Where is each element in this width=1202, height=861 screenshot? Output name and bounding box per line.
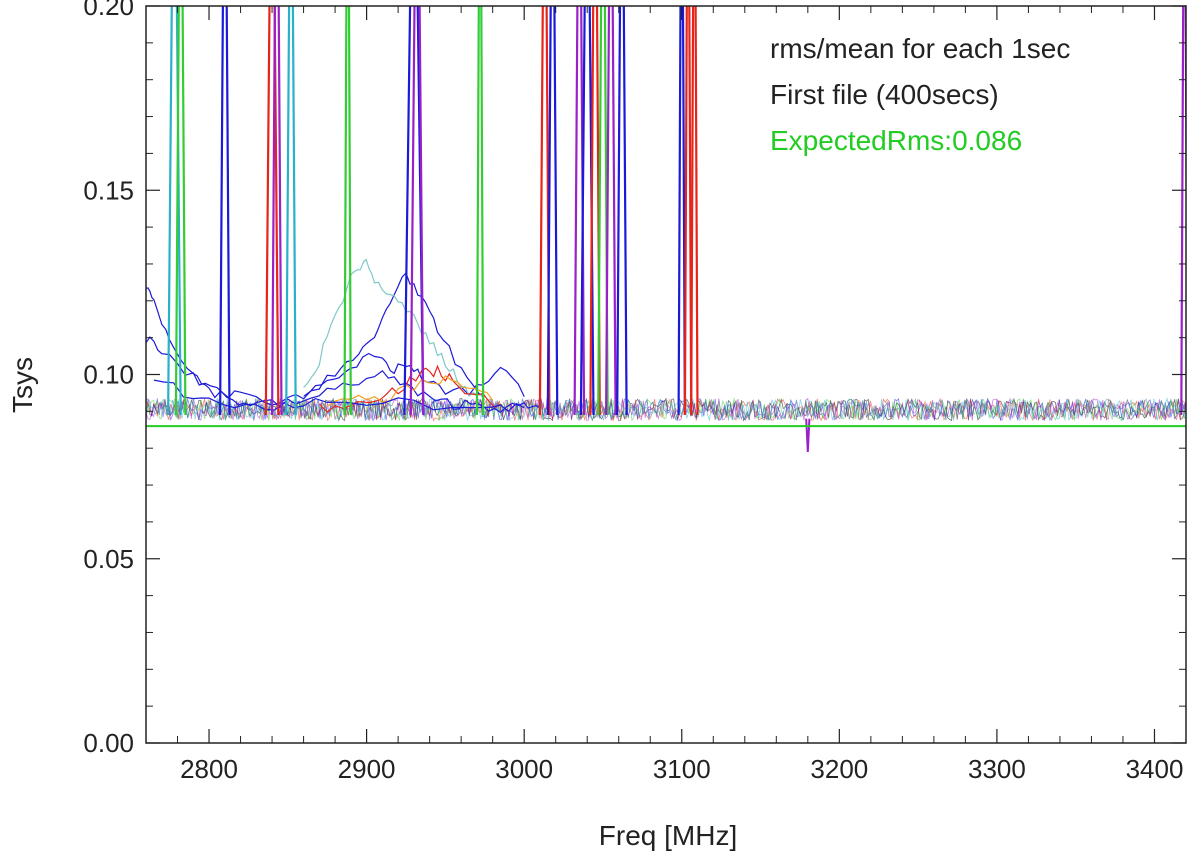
y-tick-label: 0.10 xyxy=(83,360,134,390)
rfi-spike-14 xyxy=(589,6,601,416)
series-line-2 xyxy=(303,271,486,398)
rfi-spike-1 xyxy=(174,6,187,416)
rfi-spike-0 xyxy=(167,6,182,416)
x-tick-label: 3200 xyxy=(810,754,868,784)
rfi-spike-17 xyxy=(616,6,628,416)
rfi-spike-21 xyxy=(1180,6,1186,416)
rfi-spike-11 xyxy=(546,6,559,416)
y-tick-label: 0.00 xyxy=(83,728,134,758)
plot-area xyxy=(146,6,1186,452)
plot-frame xyxy=(145,5,1187,744)
x-tick-label: 3300 xyxy=(968,754,1026,784)
x-tick-label: 3000 xyxy=(495,754,553,784)
rfi-spike-16 xyxy=(605,6,617,416)
rfi-spike-18 xyxy=(677,6,686,416)
x-axis-title: Freq [MHz] xyxy=(599,820,737,851)
legend: rms/mean for each 1sec First file (400se… xyxy=(770,33,1070,156)
x-tick-label: 3100 xyxy=(653,754,711,784)
rfi-spike-10 xyxy=(538,6,551,416)
x-tick-label: 3400 xyxy=(1126,754,1184,784)
x-tick-label: 2900 xyxy=(338,754,396,784)
rfi-spike-2 xyxy=(219,6,231,416)
legend-line-2: First file (400secs) xyxy=(770,79,999,110)
rfi-spike-5 xyxy=(285,6,297,416)
tick-labels: 2800 2900 3000 3100 3200 3300 3400 0.00 0.05 0.10… xyxy=(83,0,1183,784)
axes xyxy=(145,5,1187,744)
series-line-6 xyxy=(153,379,525,412)
series-line-1 xyxy=(146,336,525,406)
noise-trace-5 xyxy=(146,396,1186,423)
legend-line-3: ExpectedRms:0.086 xyxy=(770,125,1022,156)
rfi-spike-3 xyxy=(264,6,280,416)
plot-series-group xyxy=(146,6,1186,452)
y-tick-label: 0.05 xyxy=(83,544,134,574)
y-axis-title: Tsys xyxy=(7,357,38,413)
series-line-3 xyxy=(303,258,486,401)
rfi-spike-4 xyxy=(271,6,283,416)
y-tick-label: 0.20 xyxy=(83,0,134,21)
rfi-spike-19 xyxy=(683,6,693,416)
legend-line-1: rms/mean for each 1sec xyxy=(770,33,1070,64)
rfi-spike-6 xyxy=(343,6,352,416)
x-tick-label: 2800 xyxy=(180,754,238,784)
y-tick-label: 0.15 xyxy=(83,175,134,205)
rfi-spike-20 xyxy=(690,6,699,416)
series-line-0 xyxy=(146,287,541,414)
rfi-spike-8 xyxy=(409,6,425,416)
rfi-spike-9 xyxy=(475,6,485,416)
dip-mark xyxy=(805,418,811,452)
rfi-spike-15 xyxy=(597,6,609,416)
